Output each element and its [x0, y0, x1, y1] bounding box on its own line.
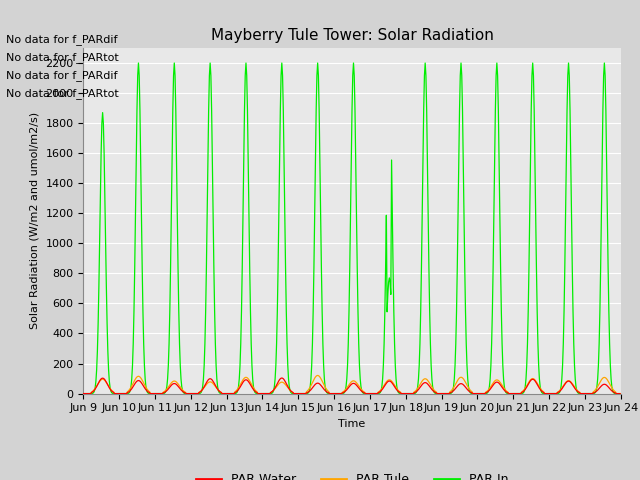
X-axis label: Time: Time — [339, 419, 365, 429]
Y-axis label: Solar Radiation (W/m2 and umol/m2/s): Solar Radiation (W/m2 and umol/m2/s) — [29, 112, 40, 329]
Text: No data for f_PARtot: No data for f_PARtot — [6, 52, 119, 63]
Text: No data for f_PARdif: No data for f_PARdif — [6, 70, 118, 81]
Text: No data for f_PARdif: No data for f_PARdif — [6, 34, 118, 45]
Title: Mayberry Tule Tower: Solar Radiation: Mayberry Tule Tower: Solar Radiation — [211, 28, 493, 43]
Legend: PAR Water, PAR Tule, PAR In: PAR Water, PAR Tule, PAR In — [191, 468, 513, 480]
Text: No data for f_PARtot: No data for f_PARtot — [6, 88, 119, 99]
